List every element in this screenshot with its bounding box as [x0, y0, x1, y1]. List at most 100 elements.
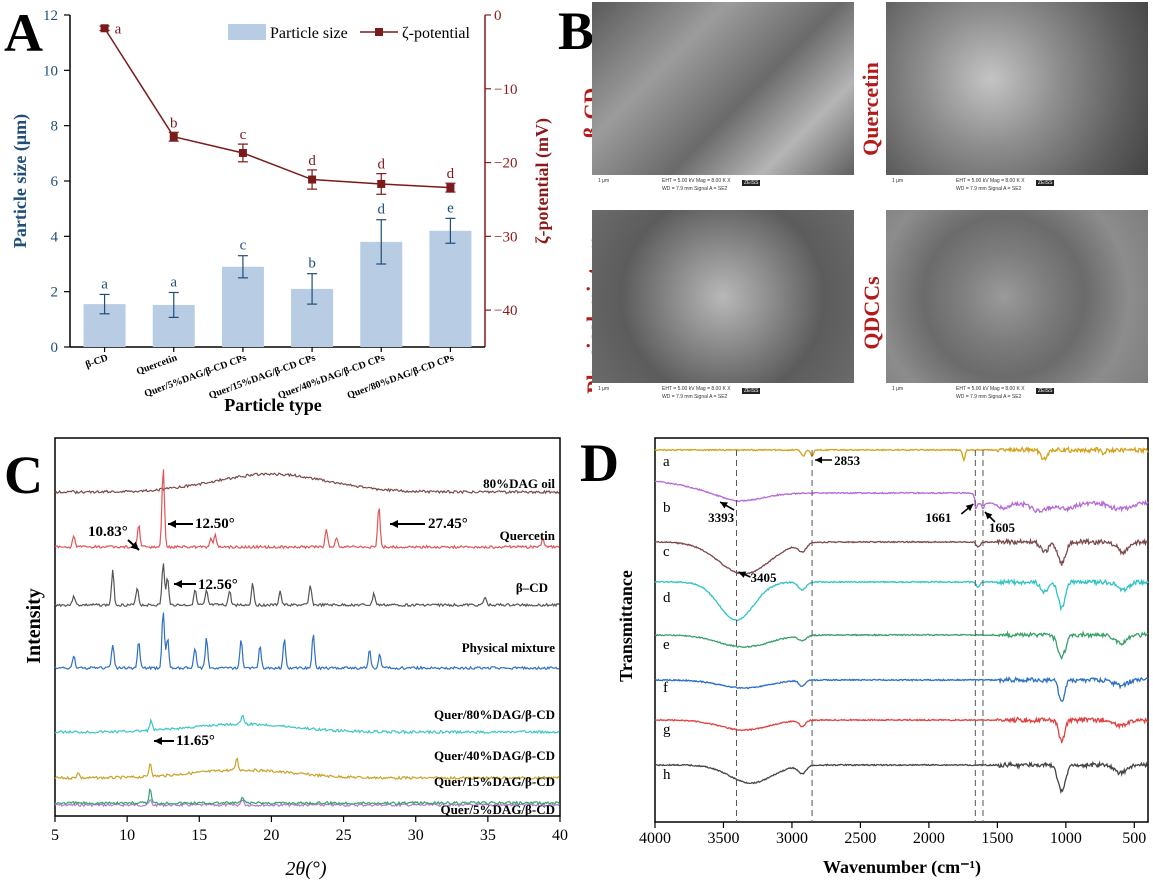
- zeta-line: [103, 27, 451, 189]
- left-tick-label: 12: [43, 8, 58, 24]
- panel-label-b: B: [558, 1, 595, 61]
- sem-meta1: EHT = 5.00 kV Mag = 8.00 K X: [662, 386, 731, 392]
- x-tick-label: 25: [336, 827, 352, 844]
- legend-bar-label: Particle size: [270, 25, 348, 42]
- x-tick-label: 35: [480, 827, 496, 844]
- bar-letter: e: [447, 200, 454, 216]
- sem-image-bcd: 1 μm EHT = 5.00 kV Mag = 8.00 K X WD = 7…: [592, 2, 854, 195]
- xrd-trace-label: Quer/15%DAG/β-CD: [434, 774, 555, 789]
- sem-scale: 1 μm: [892, 386, 904, 392]
- zeta-point: [377, 179, 386, 188]
- sem-scale: 1 μm: [598, 386, 610, 392]
- zeta-letter: c: [240, 127, 247, 143]
- x-tick-label: 10: [119, 827, 135, 844]
- bar-letter: a: [101, 276, 108, 292]
- panel-c: C 80%DAG oil Quercetin β–CD Physical mixtur…: [0, 430, 580, 882]
- ftir-trace: [654, 760, 1148, 795]
- sem-meta1: EHT = 5.00 kV Mag = 8.00 K X: [956, 178, 1025, 184]
- x-tick-label: 1000: [1050, 830, 1082, 847]
- sem-infobar: 1 μm EHT = 5.00 kV Mag = 8.00 K X WD = 7…: [592, 175, 854, 195]
- band-annotation: 3405: [750, 570, 777, 585]
- bar: [429, 230, 472, 347]
- xrd-trace-label: β–CD: [516, 580, 548, 595]
- ftir-trace: [654, 537, 1149, 576]
- zeta-letter: a: [115, 21, 122, 37]
- band-annotation: 2853: [834, 453, 861, 468]
- panel-b: B β-CD 1 μm EHT = 5.00 kV Mag = 8.00 K X…: [558, 0, 1153, 425]
- zeta-point: [308, 175, 317, 184]
- x-tick-label: 4000: [639, 830, 671, 847]
- left-tick-label: 2: [51, 285, 59, 301]
- left-tick-label: 0: [51, 340, 59, 356]
- zeta-point: [446, 183, 455, 192]
- x-tick-label: 3000: [776, 830, 808, 847]
- ftir-trace-label: h: [663, 767, 671, 783]
- zeta-letter: d: [378, 157, 386, 173]
- right-tick-label: −30: [494, 229, 517, 245]
- x-tick-label: 2500: [844, 830, 876, 847]
- category-label: Quercetin: [135, 352, 179, 377]
- sem-meta2: WD = 7.9 mm Signal A = SE2: [956, 394, 1022, 400]
- sem-logo: ZEISS: [1036, 180, 1055, 186]
- peak-arrow-head: [168, 520, 176, 528]
- ftir-trace: [654, 630, 1149, 661]
- sem-label-qdccs: QDCCs: [859, 276, 884, 350]
- x-tick-label: 30: [408, 827, 424, 844]
- sem-meta1: EHT = 5.00 kV Mag = 8.00 K X: [956, 386, 1025, 392]
- ftir-chart: a b c d e f g h 4000 3500 3000 2500 2000 1500 1000 500…: [616, 437, 1149, 878]
- band-arrow-head: [984, 512, 993, 520]
- x-tick-label: 1500: [981, 830, 1013, 847]
- xrd-trace-label: Quer/80%DAG/β-CD: [434, 707, 555, 722]
- peak-annotation: 12.50°: [195, 516, 235, 532]
- left-tick-label: 10: [43, 63, 58, 79]
- xrd-trace: [54, 612, 560, 671]
- bar: [221, 266, 264, 347]
- xrd-trace-label: Quer/5%DAG/β-CD: [441, 802, 555, 817]
- right-tick-label: −40: [494, 303, 517, 319]
- zeta-point: [238, 148, 247, 157]
- peak-annotation: 10.83°: [88, 524, 128, 540]
- sem-image-quercetin: 1 μm EHT = 5.00 kV Mag = 8.00 K X WD = 7…: [886, 2, 1148, 195]
- xrd-trace-label: 80%DAG oil: [483, 476, 555, 491]
- peak-arrow-head: [390, 520, 398, 528]
- x-tick-label: 15: [191, 827, 207, 844]
- ftir-trace-label: e: [663, 637, 670, 653]
- sem-meta1: EHT = 5.00 kV Mag = 8.00 K X: [662, 178, 731, 184]
- x-axis-title: Particle type: [224, 395, 321, 415]
- y-axis-title-left: Particle size (μm): [10, 114, 31, 248]
- bar-letter: c: [240, 238, 247, 254]
- right-tick-label: 0: [494, 8, 502, 24]
- xrd-trace: [54, 469, 560, 550]
- band-annotation: 1605: [989, 520, 1016, 535]
- x-axis-title: Wavenumber (cm⁻¹): [823, 857, 981, 878]
- x-axis-title: 2θ(°): [285, 858, 326, 880]
- panel-label-d: D: [580, 433, 619, 493]
- band-annotation: 1661: [925, 510, 951, 525]
- legend-line-marker: [375, 28, 383, 36]
- right-tick-label: −10: [494, 82, 517, 98]
- x-tick-label: 5: [51, 827, 59, 844]
- left-tick-label: 8: [51, 119, 59, 135]
- sem-scale: 1 μm: [598, 178, 610, 184]
- zeta-letter: d: [308, 153, 316, 169]
- right-tick-label: −20: [494, 156, 517, 172]
- xrd-trace: [54, 472, 560, 495]
- y-axis-title-right: ζ-potential (mV): [532, 118, 553, 244]
- ftir-trace: [654, 445, 1149, 463]
- sem-logo: ZEISS: [742, 388, 761, 394]
- y-axis-title: Transmittance: [616, 570, 636, 682]
- xrd-trace-label: Quer/40%DAG/β-CD: [434, 748, 555, 763]
- sem-image-qdccs: 1 μm EHT = 5.00 kV Mag = 8.00 K X WD = 7…: [886, 210, 1148, 403]
- sem-infobar: 1 μm EHT = 5.00 kV Mag = 8.00 K X WD = 7…: [886, 383, 1148, 403]
- ftir-plot-frame: [654, 437, 1149, 823]
- x-tick-label: 500: [1122, 830, 1146, 847]
- bar-letter: a: [170, 274, 177, 290]
- bar-letter: d: [378, 202, 386, 218]
- x-tick-label: 40: [552, 827, 568, 844]
- peak-annotation: 27.45°: [428, 516, 468, 532]
- peak-annotation: 11.65°: [176, 733, 215, 749]
- panel-a: A a a c b d e a b c d d d 0 2 4 6 8 10 12 0 −10 −20 −30 −40 …: [0, 0, 580, 425]
- particle-size-zeta-chart: a a c b d e a b c d d d 0 2 4 6 8 10 12 0 −10 −20 −30 −40 β-…: [10, 8, 553, 415]
- y-axis-title: Intensity: [23, 588, 45, 664]
- x-tick-label: 3500: [707, 830, 739, 847]
